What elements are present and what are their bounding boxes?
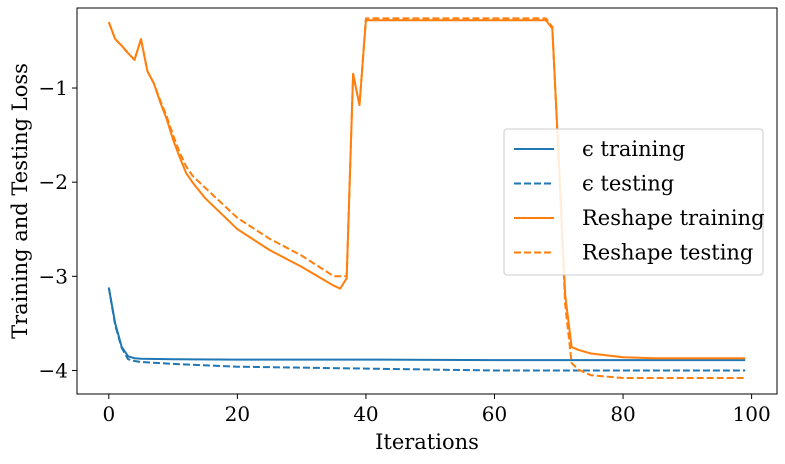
x-tick-label: 20	[225, 402, 250, 426]
x-tick-label: 40	[353, 402, 378, 426]
series-line-1	[107, 287, 746, 362]
legend-entry: Reshape testing	[514, 241, 753, 265]
legend-box	[503, 128, 764, 276]
legend-entry: ϵ training	[514, 137, 685, 161]
x-axis-ticks: 0 20 40 60 80 100	[102, 394, 771, 426]
series-line-4	[107, 17, 746, 379]
legend-entry: Reshape training	[514, 206, 765, 230]
y-tick-label: −1	[39, 76, 68, 100]
legend: ϵ training ϵ testing Reshape training Resha…	[503, 128, 765, 276]
legend-entry: ϵ testing	[514, 172, 674, 196]
legend-label: ϵ testing	[582, 172, 674, 196]
series-line-2	[107, 287, 746, 372]
series-layer	[107, 17, 746, 379]
x-tick-label: 80	[610, 402, 635, 426]
x-tick-label: 0	[102, 402, 115, 426]
plot-frame	[76, 7, 778, 395]
y-axis-label: Training and Testing Loss	[8, 63, 32, 339]
legend-label: Reshape testing	[582, 241, 753, 265]
legend-label: Reshape training	[582, 206, 765, 230]
x-tick-label: 100	[733, 402, 771, 426]
y-tick-label: −4	[39, 358, 68, 382]
legend-entries: ϵ training ϵ testing Reshape training Resha…	[514, 137, 765, 265]
legend-label: ϵ training	[582, 137, 685, 161]
y-tick-label: −2	[39, 170, 68, 194]
y-tick-label: −3	[39, 264, 68, 288]
y-axis-ticks: −4 −3 −2 −1	[39, 76, 77, 382]
x-axis-label: Iterations	[375, 430, 479, 454]
x-tick-label: 60	[482, 402, 507, 426]
series-line-3	[107, 19, 746, 360]
